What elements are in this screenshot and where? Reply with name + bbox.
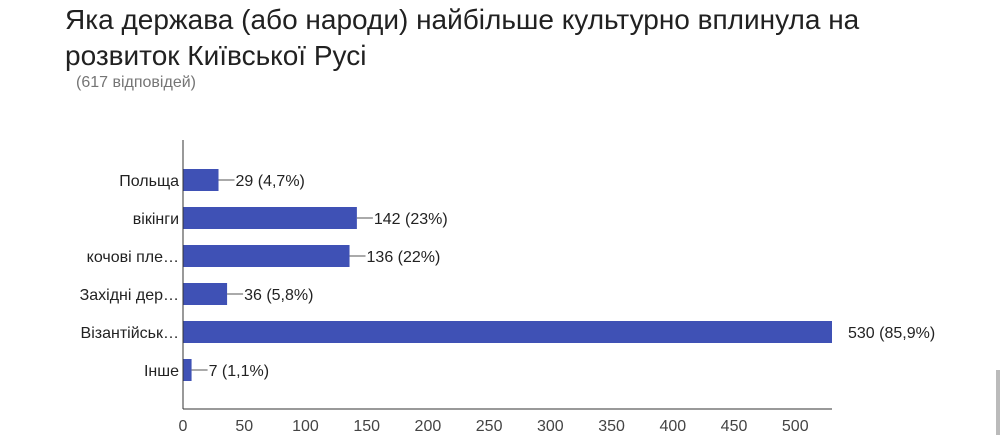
category-label-3: Західні дер… xyxy=(80,287,179,304)
x-tick-label-7: 350 xyxy=(598,418,625,435)
bars-group xyxy=(183,169,832,381)
bar-2 xyxy=(183,245,350,267)
x-tick-label-4: 200 xyxy=(415,418,442,435)
labels-group: Польща 29 (4,7%) вікінги 142 (23%) кочові пл… xyxy=(80,173,936,380)
category-label-2: кочові пле… xyxy=(87,249,179,266)
x-tick-label-3: 150 xyxy=(353,418,380,435)
x-tick-label-8: 400 xyxy=(659,418,686,435)
bar-4 xyxy=(183,321,832,343)
data-label-2: 136 (22%) xyxy=(367,249,441,266)
x-tick-label-10: 500 xyxy=(782,418,809,435)
data-label-0: 29 (4,7%) xyxy=(236,173,305,190)
x-tick-label-2: 100 xyxy=(292,418,319,435)
category-label-5: Інше xyxy=(144,363,179,380)
data-label-1: 142 (23%) xyxy=(374,211,448,228)
data-label-3: 36 (5,8%) xyxy=(244,287,313,304)
bar-1 xyxy=(183,207,357,229)
bar-5 xyxy=(183,359,192,381)
category-label-0: Польща xyxy=(119,173,179,190)
category-label-1: вікінги xyxy=(133,211,179,228)
x-tick-label-0: 0 xyxy=(179,418,188,435)
x-tick-label-9: 450 xyxy=(721,418,748,435)
bar-0 xyxy=(183,169,219,191)
x-tick-label-6: 300 xyxy=(537,418,564,435)
x-axis: 0 50 100 150 200 250 300 350 400 450 500 xyxy=(179,140,832,435)
chart-title: Яка держава (або народи) найбільше культ… xyxy=(65,4,860,71)
category-label-4: Візантійськ… xyxy=(81,325,179,342)
response-count: (617 відповідей) xyxy=(76,74,196,91)
data-label-5: 7 (1,1%) xyxy=(209,363,269,380)
x-tick-label-1: 50 xyxy=(235,418,253,435)
x-tick-label-5: 250 xyxy=(476,418,503,435)
bar-3 xyxy=(183,283,228,305)
data-label-4: 530 (85,9%) xyxy=(848,325,935,342)
scrollbar-edge xyxy=(996,370,1000,435)
